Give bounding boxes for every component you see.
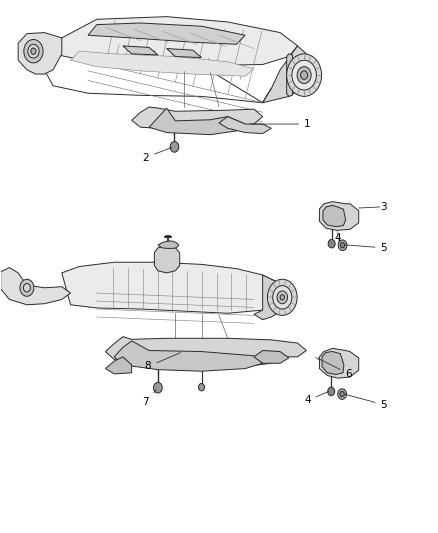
Circle shape [273,286,292,309]
Circle shape [198,383,205,391]
Polygon shape [166,49,201,58]
Polygon shape [287,54,294,96]
Circle shape [340,391,344,397]
Circle shape [328,387,335,395]
Circle shape [20,279,34,296]
Polygon shape [149,108,245,135]
Polygon shape [1,268,71,305]
Polygon shape [219,117,272,134]
Text: 3: 3 [381,202,387,212]
Polygon shape [158,241,179,248]
Text: 8: 8 [145,353,180,372]
Circle shape [28,44,39,58]
Circle shape [338,240,347,251]
Circle shape [280,295,285,300]
Text: 4: 4 [304,391,328,406]
Circle shape [328,239,335,248]
Polygon shape [62,262,289,313]
Polygon shape [322,352,344,374]
Circle shape [338,389,346,399]
Text: 1: 1 [250,119,311,129]
Text: 5: 5 [345,243,387,253]
Circle shape [287,54,321,96]
Text: 5: 5 [345,394,387,410]
Circle shape [23,284,30,292]
Polygon shape [154,245,180,273]
Text: 4: 4 [332,233,341,244]
Circle shape [300,71,307,79]
Polygon shape [106,357,132,374]
Circle shape [170,142,179,152]
Polygon shape [254,275,289,320]
Text: 2: 2 [142,147,172,163]
Polygon shape [18,33,62,74]
Circle shape [292,60,316,90]
Polygon shape [71,51,254,76]
Polygon shape [88,23,245,44]
Circle shape [277,291,288,304]
Text: 7: 7 [142,390,156,407]
Polygon shape [123,46,158,55]
Polygon shape [319,349,359,378]
Circle shape [24,39,43,63]
Text: 6: 6 [318,358,352,379]
Polygon shape [106,337,306,368]
Polygon shape [263,46,315,103]
Polygon shape [132,107,263,130]
Circle shape [31,48,36,54]
Circle shape [297,67,311,84]
Circle shape [340,243,345,248]
Polygon shape [254,351,289,364]
Circle shape [153,382,162,393]
Polygon shape [53,17,297,66]
Polygon shape [323,205,346,227]
Polygon shape [319,201,359,230]
Polygon shape [44,38,272,103]
Polygon shape [114,341,263,371]
Circle shape [268,279,297,316]
